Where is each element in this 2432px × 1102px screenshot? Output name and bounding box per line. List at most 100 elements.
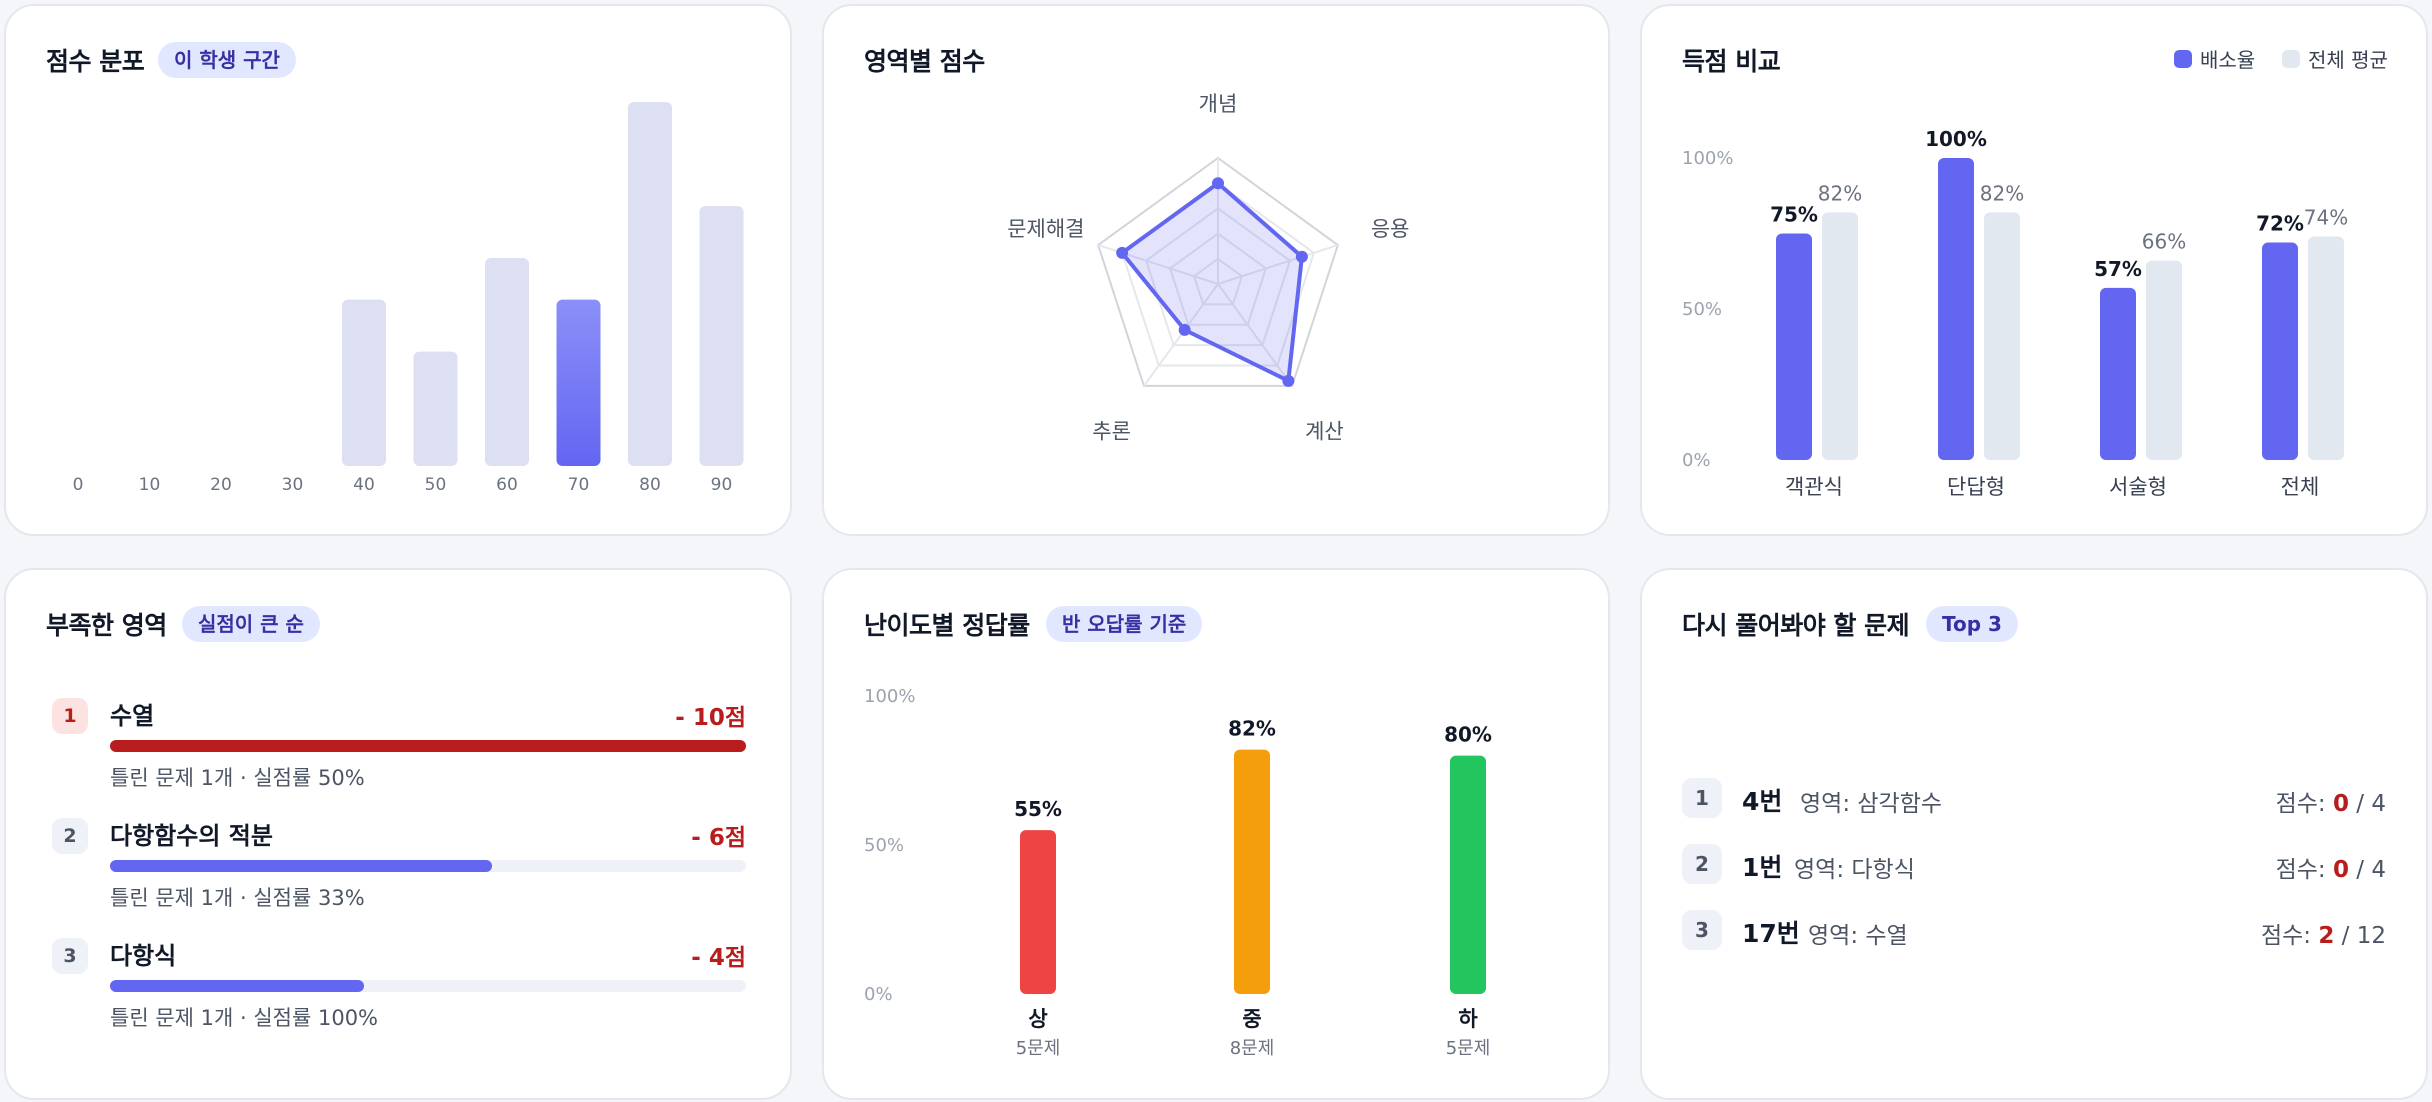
weak-area-name: 다항함수의 적분 (110, 822, 273, 850)
loss-bar-fill (110, 740, 746, 752)
x-tick-label: 70 (568, 475, 590, 495)
radar-data-point (1282, 374, 1295, 387)
score-distribution-chart: 0 10 20 30 40 50 60 70 80 90 (73, 102, 744, 495)
card-title: 부족한 영역 (46, 611, 167, 640)
review-item[interactable]: 3 17번 영역: 수열 점수: 2 / 12 (1682, 908, 2386, 952)
radar-axis-label: 응용 (1371, 217, 1410, 241)
histogram-bar (485, 258, 529, 466)
question-number: 1번 (1742, 853, 1783, 882)
x-category-label: 서술형 (2109, 475, 2167, 499)
student-bar (2262, 242, 2298, 460)
y-tick-label: 0% (1682, 450, 1711, 471)
radar-data-point (1295, 250, 1308, 263)
weak-area-detail: 틀린 문제 1개 · 실점률 100% (110, 1006, 379, 1030)
legend-swatch-student (2174, 49, 2192, 68)
points-lost: - 4점 (691, 945, 746, 971)
x-tick-label: 30 (282, 475, 304, 495)
weak-areas-card: 부족한 영역 실점이 큰 순 1 수열 - 10점 틀린 문제 1개 · 실점률… (4, 568, 792, 1100)
weak-area-item[interactable]: 3 다항식 - 4점 틀린 문제 1개 · 실점률 100% (46, 936, 746, 1046)
bar-value-label: 55% (1014, 797, 1062, 821)
rank-badge: 1 (52, 698, 88, 734)
legend-label-student: 배소율 (2200, 48, 2256, 72)
sort-order-badge: 실점이 큰 순 (182, 606, 320, 642)
y-tick-label: 50% (864, 835, 904, 856)
weak-area-item[interactable]: 2 다항함수의 적분 - 6점 틀린 문제 1개 · 실점률 33% (46, 816, 746, 926)
question-score: 점수: 0 / 4 (2276, 784, 2386, 818)
legend-item-student: 배소율 (2174, 44, 2255, 73)
y-tick-label: 100% (864, 686, 915, 707)
weak-area-detail: 틀린 문제 1개 · 실점률 50% (110, 766, 365, 790)
question-score: 점수: 0 / 4 (2276, 850, 2386, 884)
card-title: 점수 분포 (46, 47, 145, 76)
bar-value-label: 72% (2256, 212, 2304, 236)
difficulty-card: 난이도별 정답률 반 오답률 기준 100% 50% 0% 55% 상 5문제 82% 중 8문… (822, 568, 1610, 1100)
radar-axis-label: 추론 (1092, 419, 1131, 443)
legend-swatch-average (2282, 49, 2300, 68)
average-bar (1984, 212, 2020, 460)
student-bar (1776, 233, 1812, 460)
histogram-bar (628, 102, 672, 466)
bar-value-label: 82% (1980, 181, 2024, 205)
x-tick-label: 20 (210, 475, 232, 495)
weak-area-item[interactable]: 1 수열 - 10점 틀린 문제 1개 · 실점률 50% (46, 696, 746, 806)
weak-area-name: 다항식 (110, 942, 177, 970)
score-prefix: 점수: (2275, 857, 2326, 883)
y-tick-label: 50% (1682, 299, 1722, 320)
radar-data-point (1178, 323, 1191, 336)
loss-bar-track (110, 740, 746, 752)
difficulty-chart: 100% 50% 0% 55% 상 5문제 82% 중 8문제 80% 하 5문제 (864, 686, 1492, 1059)
y-tick-label: 0% (864, 984, 893, 1005)
loss-bar-track (110, 980, 746, 992)
radar-axis-label: 개념 (1199, 92, 1238, 116)
rank-badge: 2 (52, 818, 88, 854)
x-tick-label: 40 (353, 475, 375, 495)
x-category-label: 전체 (2281, 475, 2320, 499)
x-tick-label: 60 (496, 475, 518, 495)
radar-grid-ring (1192, 257, 1244, 306)
question-area: 영역: 수열 (1808, 923, 1908, 949)
histogram-bar (556, 299, 601, 466)
review-item[interactable]: 1 4번 영역: 삼각함수 점수: 0 / 4 (1682, 776, 2386, 820)
question-count-label: 8문제 (1230, 1038, 1275, 1059)
x-tick-label: 90 (711, 475, 733, 495)
score-prefix: 점수: (2275, 791, 2326, 817)
points-max: / 4 (2356, 857, 2386, 883)
average-bar (2308, 236, 2344, 460)
rank-badge: 1 (1682, 778, 1722, 818)
radar-data-area (1120, 181, 1304, 383)
bar-value-label: 80% (1444, 723, 1492, 747)
bar-value-label: 82% (1818, 181, 1862, 205)
bar-value-label: 74% (2304, 206, 2348, 230)
radar-axis-line (1217, 283, 1293, 387)
weak-area-name: 수열 (110, 702, 155, 730)
card-title: 다시 풀어봐야 할 문제 (1682, 611, 1910, 640)
score-distribution-card: 점수 분포 이 학생 구간 0 10 20 30 40 50 60 70 80 90 (4, 4, 792, 536)
radar-data-point (1212, 177, 1224, 190)
points-earned: 0 (2332, 857, 2349, 883)
y-tick-label: 100% (1682, 148, 1733, 169)
top-badge: Top 3 (1926, 606, 2018, 642)
points-lost: - 10점 (675, 705, 746, 731)
rank-badge: 3 (1682, 910, 1722, 950)
x-category-label: 단답형 (1947, 475, 2005, 499)
bar-value-label: 57% (2094, 257, 2142, 281)
student-bar (2100, 287, 2136, 460)
loss-bar-fill (110, 980, 365, 992)
difficulty-bar (1020, 830, 1056, 994)
review-item[interactable]: 2 1번 영역: 다항식 점수: 0 / 4 (1682, 842, 2386, 886)
x-tick-label: 80 (639, 475, 661, 495)
question-number: 17번 (1742, 919, 1800, 948)
loss-bar-track (110, 860, 746, 872)
radar-axis-line (1217, 244, 1339, 285)
difficulty-bar (1450, 755, 1486, 994)
difficulty-label: 중 (1242, 1007, 1261, 1031)
student-bracket-badge: 이 학생 구간 (158, 42, 296, 78)
question-area: 영역: 다항식 (1794, 857, 1915, 883)
rank-badge: 3 (52, 938, 88, 974)
difficulty-bar (1234, 749, 1270, 994)
radar-grid-ring (1168, 232, 1268, 326)
bar-value-label: 100% (1925, 127, 1987, 151)
average-bar (2146, 260, 2182, 460)
bar-value-label: 66% (2142, 230, 2186, 254)
